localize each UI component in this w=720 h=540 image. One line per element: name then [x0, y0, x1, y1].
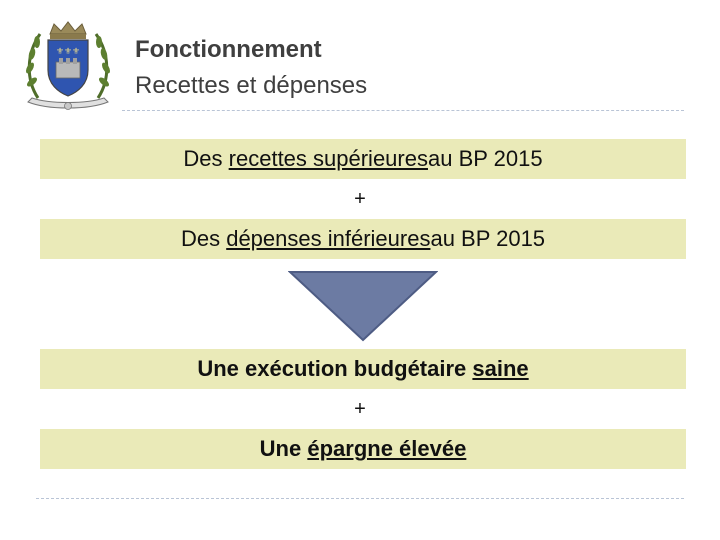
- plus-sign: +: [354, 188, 366, 210]
- svg-text:⚜: ⚜: [64, 47, 72, 57]
- conclusion-text: Une: [259, 436, 302, 461]
- statement-text: Des: [180, 226, 221, 251]
- statement-text: au BP 2015: [430, 226, 546, 251]
- conclusion-text: Une exécution budgétaire: [197, 356, 467, 381]
- statement-emphasis: recettes supérieures: [228, 146, 428, 171]
- statement-revenues: Des recettes supérieures au BP 2015: [40, 139, 686, 179]
- slide-subtitle: Recettes et dépenses: [135, 72, 368, 99]
- coat-of-arms-icon: ⚜ ⚜ ⚜: [26, 21, 110, 110]
- conclusion-emphasis: épargne élevée: [307, 436, 467, 461]
- conclusion-savings: Une épargne élevée: [40, 429, 686, 469]
- statement-emphasis: dépenses inférieures: [226, 226, 431, 251]
- statement-text: au BP 2015: [427, 146, 543, 171]
- svg-text:⚜: ⚜: [56, 47, 64, 57]
- svg-text:⚜: ⚜: [72, 47, 80, 57]
- conclusion-execution: Une exécution budgétaire saine: [40, 349, 686, 389]
- down-arrow-icon: [288, 271, 438, 342]
- plus-sign: +: [354, 398, 366, 420]
- slide-title: Fonctionnement: [135, 36, 322, 63]
- statement-expenses: Des dépenses inférieures au BP 2015: [40, 219, 686, 259]
- header-divider: [122, 110, 684, 111]
- statement-text: Des: [183, 146, 223, 171]
- conclusion-emphasis: saine: [472, 356, 529, 381]
- footer-divider: [36, 498, 684, 499]
